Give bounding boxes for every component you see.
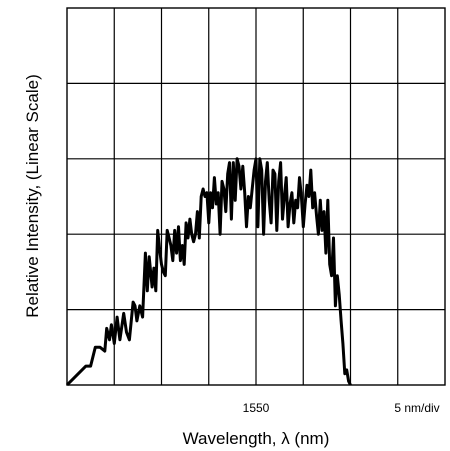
x-scale-label: 5 nm/div: [394, 401, 439, 415]
x-tick-label-1550: 1550: [243, 401, 270, 415]
spectrum-line: [65, 157, 352, 387]
grid-lines: [67, 8, 445, 385]
x-axis-title: Wavelength, λ (nm): [183, 429, 330, 448]
plot-frame: [66, 7, 446, 386]
y-axis-title: Relative Intensity, (Linear Scale): [23, 74, 42, 317]
